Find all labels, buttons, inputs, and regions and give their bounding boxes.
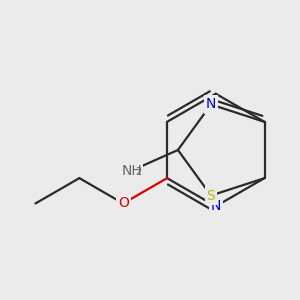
Text: S: S bbox=[207, 188, 215, 203]
Text: O: O bbox=[118, 196, 129, 211]
Text: 2: 2 bbox=[136, 167, 142, 177]
Text: N: N bbox=[211, 199, 221, 213]
Text: N: N bbox=[206, 98, 216, 112]
Text: NH: NH bbox=[121, 164, 142, 178]
